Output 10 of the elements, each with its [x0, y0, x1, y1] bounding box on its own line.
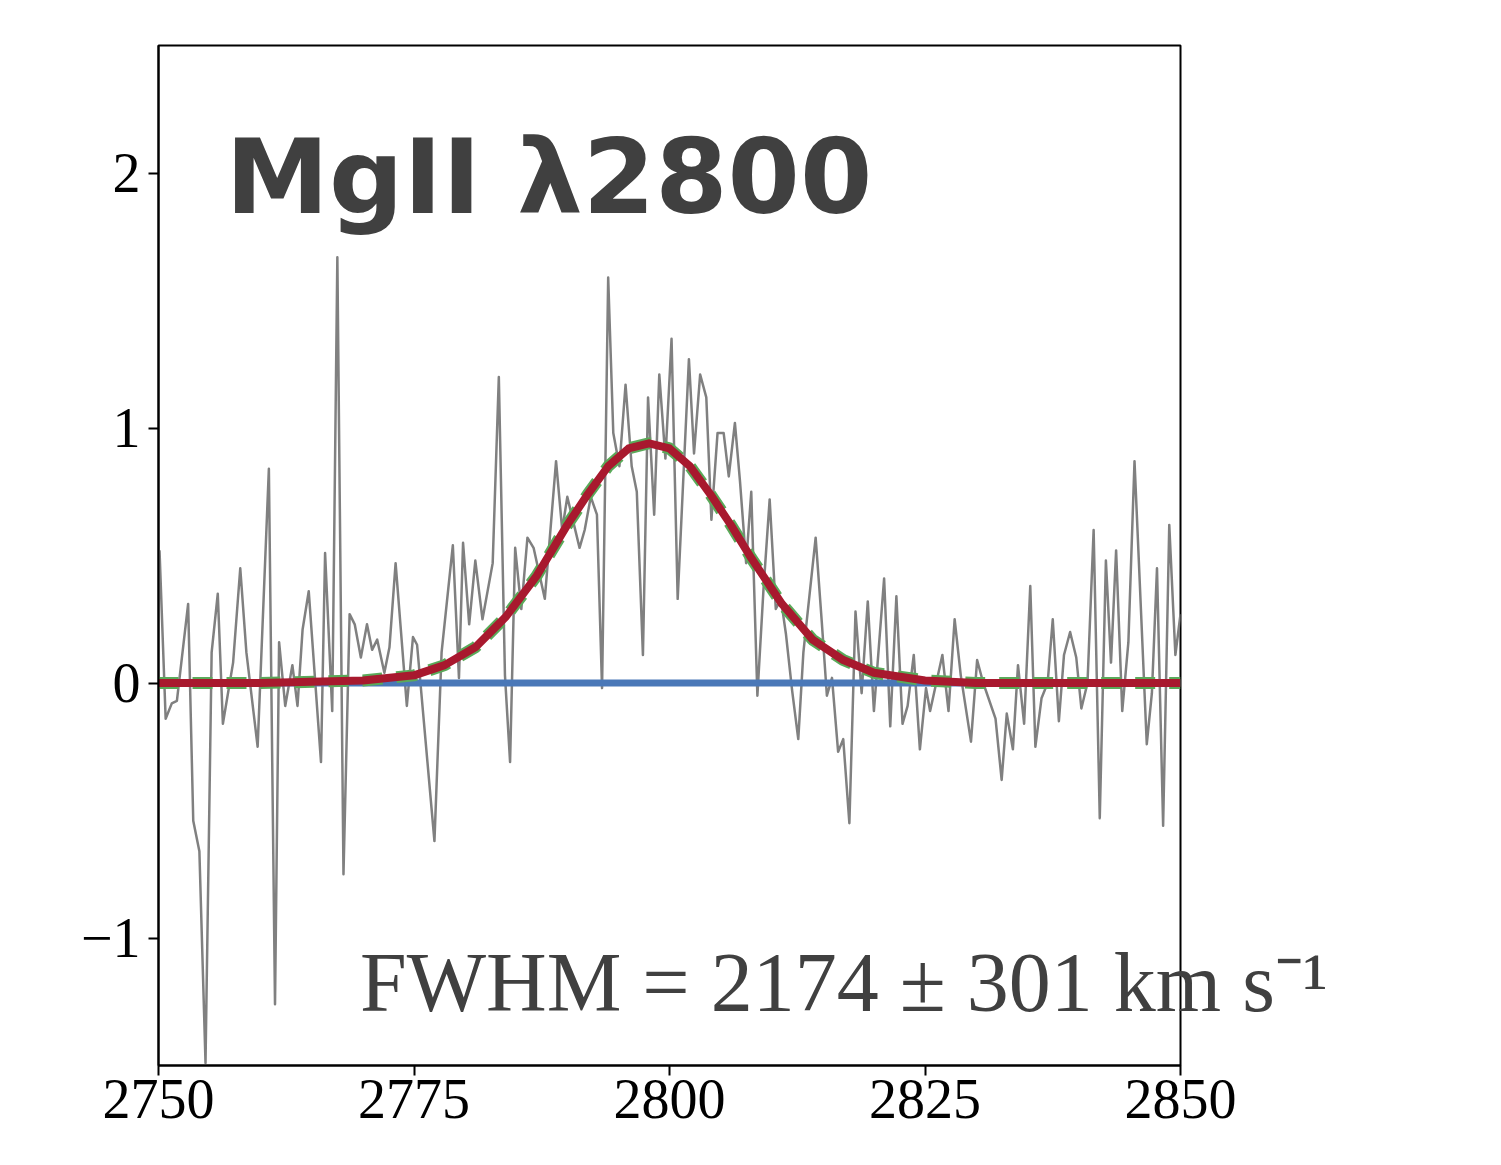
x-tick-label: 2750 [102, 1067, 215, 1130]
y-tick-label: 0 [112, 652, 141, 714]
x-tick-label: 2850 [1124, 1067, 1237, 1130]
text: MgII λ2800 [225, 115, 873, 238]
y-tick-label: 2 [112, 142, 141, 204]
y-tick-label: 1 [112, 397, 141, 459]
x-tick-label: 2775 [358, 1067, 470, 1130]
x-tick-label: 2825 [869, 1067, 981, 1130]
y-tick-label: −1 [80, 907, 141, 969]
x-tick-label: 2800 [613, 1067, 726, 1130]
